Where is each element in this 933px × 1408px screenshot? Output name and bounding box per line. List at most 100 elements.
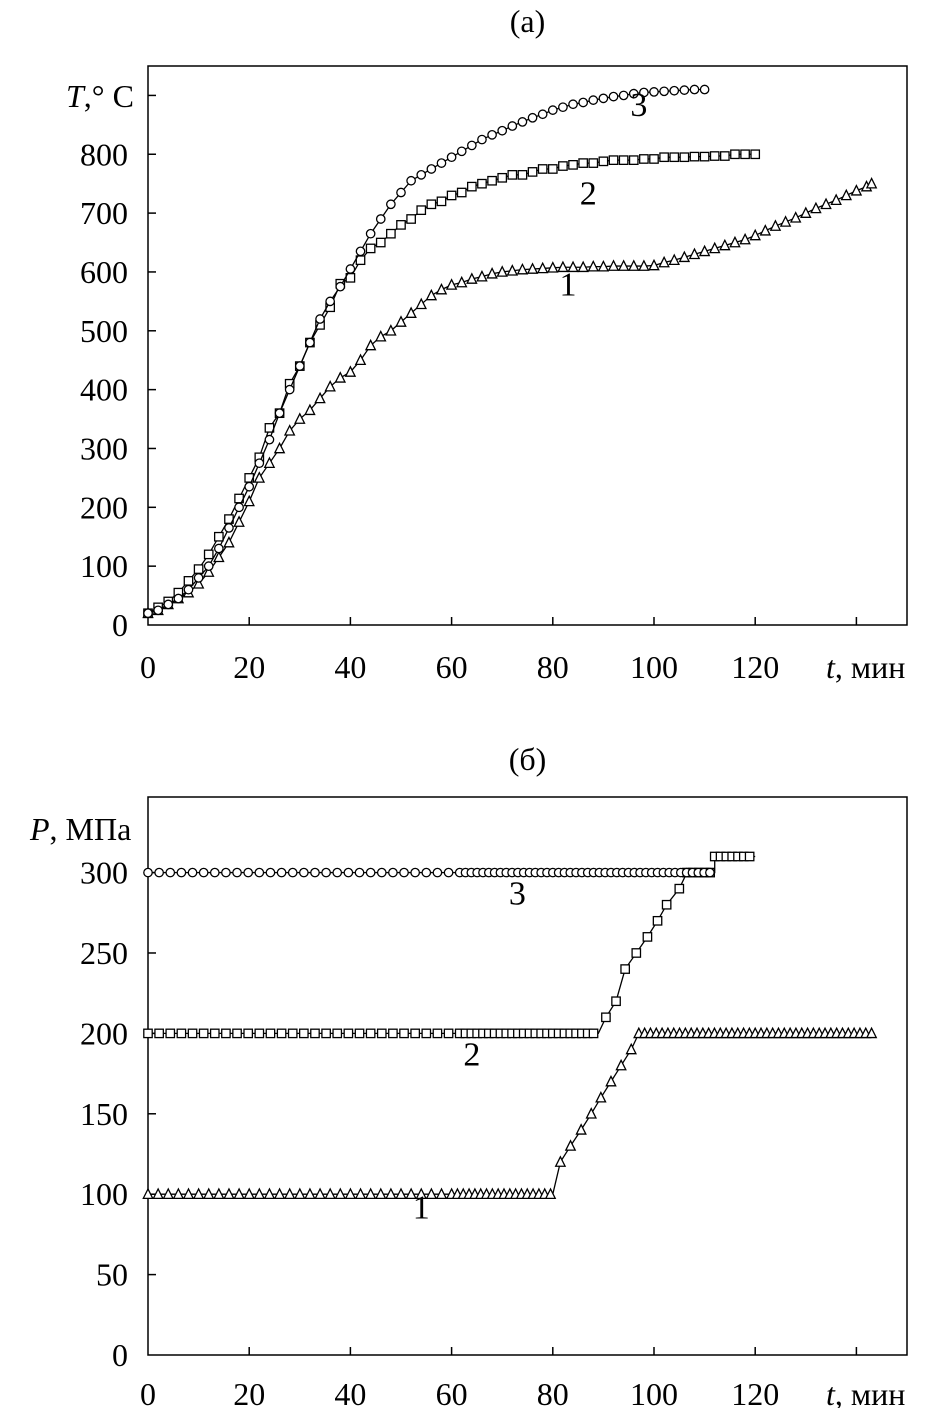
series-1-triangle-marker xyxy=(364,338,377,351)
series-3-circle-marker xyxy=(639,87,649,98)
plot-frame xyxy=(147,65,908,626)
series-3-circle-marker xyxy=(254,867,265,878)
series-1-triangle-marker xyxy=(698,244,711,257)
series-3-circle-marker xyxy=(298,867,309,878)
series-3-circle-marker xyxy=(487,129,497,140)
series-3-circle-marker xyxy=(406,175,416,186)
series-3-circle-marker xyxy=(310,867,320,878)
series-3: 3 xyxy=(143,867,715,913)
series-3-circle-marker xyxy=(456,146,467,157)
series-2-square-marker xyxy=(709,151,720,161)
series-3-circle-marker xyxy=(426,164,437,174)
series-3-circle-marker xyxy=(335,281,346,292)
series-1-triangle-marker xyxy=(729,235,741,248)
y-tick-label: 700 xyxy=(80,195,128,231)
series-1-triangle-marker xyxy=(142,1187,154,1200)
series-2-square-marker xyxy=(410,1028,421,1039)
series-1-triangle-marker xyxy=(638,259,650,271)
series-2-square-marker xyxy=(578,158,589,168)
series-1: 1 xyxy=(142,1026,878,1226)
series-2-square-marker xyxy=(507,170,518,180)
series-2-square-marker xyxy=(446,190,457,201)
series-3-circle-marker xyxy=(287,867,298,878)
series-2-square-marker xyxy=(203,549,214,560)
chart-b-pressure: (б) 0 20 40 60 80 100 120 0 50 100 150 200 250 300 t, м… xyxy=(29,741,908,1408)
series-3-circle-marker xyxy=(165,867,176,878)
y-axis-label: T,° C xyxy=(66,78,134,114)
series-1-triangle-marker xyxy=(192,577,205,589)
series-1-triangle-marker xyxy=(575,1123,587,1135)
series-2-square-marker xyxy=(744,851,755,862)
y-axis-label: P, МПа xyxy=(29,811,131,847)
series-1-triangle-marker xyxy=(628,259,640,271)
chart-title: (a) xyxy=(510,3,546,39)
series-1-triangle-marker xyxy=(192,1187,205,1200)
x-tick-label: 40 xyxy=(334,1376,366,1408)
series-2: 2 xyxy=(143,149,761,619)
series-1-triangle-marker xyxy=(536,261,549,274)
x-tick-label: 60 xyxy=(436,1376,468,1408)
y-axis-var: P xyxy=(29,811,50,847)
series-3-circle-marker xyxy=(507,121,518,131)
x-axis-unit: , мин xyxy=(835,649,906,685)
series-2-square-marker xyxy=(601,1012,611,1023)
series-1-triangle-marker xyxy=(850,184,863,196)
series-1-triangle-marker xyxy=(557,260,569,273)
series-3-circle-marker xyxy=(244,481,255,492)
series-3-circle-marker xyxy=(436,158,447,168)
series-2-square-marker xyxy=(243,1028,254,1039)
y-tick-label: 800 xyxy=(80,136,128,172)
series-3-circle-marker xyxy=(254,458,265,469)
series-1-triangle-marker xyxy=(688,247,701,260)
y-tick-label: 250 xyxy=(80,935,128,971)
series-2-line xyxy=(148,855,756,1035)
x-axis-label: t, мин xyxy=(826,649,905,685)
series-2-square-marker xyxy=(537,164,548,174)
series-1-triangle-marker xyxy=(554,1155,567,1167)
series-1-triangle-marker xyxy=(526,262,539,274)
plot-frame xyxy=(147,796,908,1356)
series-2-square-marker xyxy=(213,531,224,542)
series-1-triangle-marker xyxy=(605,1074,617,1087)
series-1-triangle-marker xyxy=(759,224,772,236)
series-3-circle-marker xyxy=(497,125,508,136)
series-2-square-marker xyxy=(276,1028,287,1039)
x-tick-label: 100 xyxy=(630,649,678,685)
series-3-circle-marker xyxy=(284,384,295,395)
series-1-triangle-marker xyxy=(273,441,286,454)
series-1-triangle-marker xyxy=(334,371,347,383)
series-1-triangle-marker xyxy=(405,306,417,318)
series-3-circle-marker xyxy=(221,867,231,878)
series-2-square-marker xyxy=(365,1028,376,1039)
series-3-circle-marker xyxy=(416,170,427,180)
series-3-circle-marker xyxy=(375,214,386,224)
series-1-triangle-marker xyxy=(567,260,579,273)
series-1-triangle-marker xyxy=(213,1187,225,1200)
series-2-square-marker xyxy=(443,1028,454,1039)
series-3-circle-marker xyxy=(410,867,421,878)
x-axis-var: t xyxy=(826,1376,836,1408)
series-1-triangle-marker xyxy=(152,1187,164,1200)
x-tick-label: 40 xyxy=(334,649,366,685)
series-1-triangle-marker xyxy=(344,1187,357,1200)
series-3-label: 3 xyxy=(630,87,647,124)
series-1-triangle-marker xyxy=(354,1187,367,1200)
series-1-triangle-marker xyxy=(648,258,660,271)
series-3-circle-marker xyxy=(399,867,409,878)
series-1-triangle-marker xyxy=(585,1107,598,1119)
series-2-square-marker xyxy=(517,170,528,180)
series-1-triangle-marker xyxy=(496,265,508,277)
series-3: 3 xyxy=(143,84,710,619)
chart-a-temperature: (a) 0 20 40 60 80 100 120 0 100 200 300 400 500 600 700… xyxy=(66,3,908,685)
series-2-square-marker xyxy=(740,149,750,160)
series-3-circle-marker xyxy=(325,296,336,307)
series-3-circle-marker xyxy=(376,867,387,878)
series-1-triangle-marker xyxy=(294,1187,306,1200)
series-1-triangle-marker xyxy=(595,1091,607,1103)
series-3-circle-marker xyxy=(477,134,487,145)
y-tick-label: 600 xyxy=(80,254,128,290)
series-2-square-marker xyxy=(436,196,447,207)
series-3-circle-marker xyxy=(396,187,406,198)
y-tick-label: 300 xyxy=(80,430,128,466)
